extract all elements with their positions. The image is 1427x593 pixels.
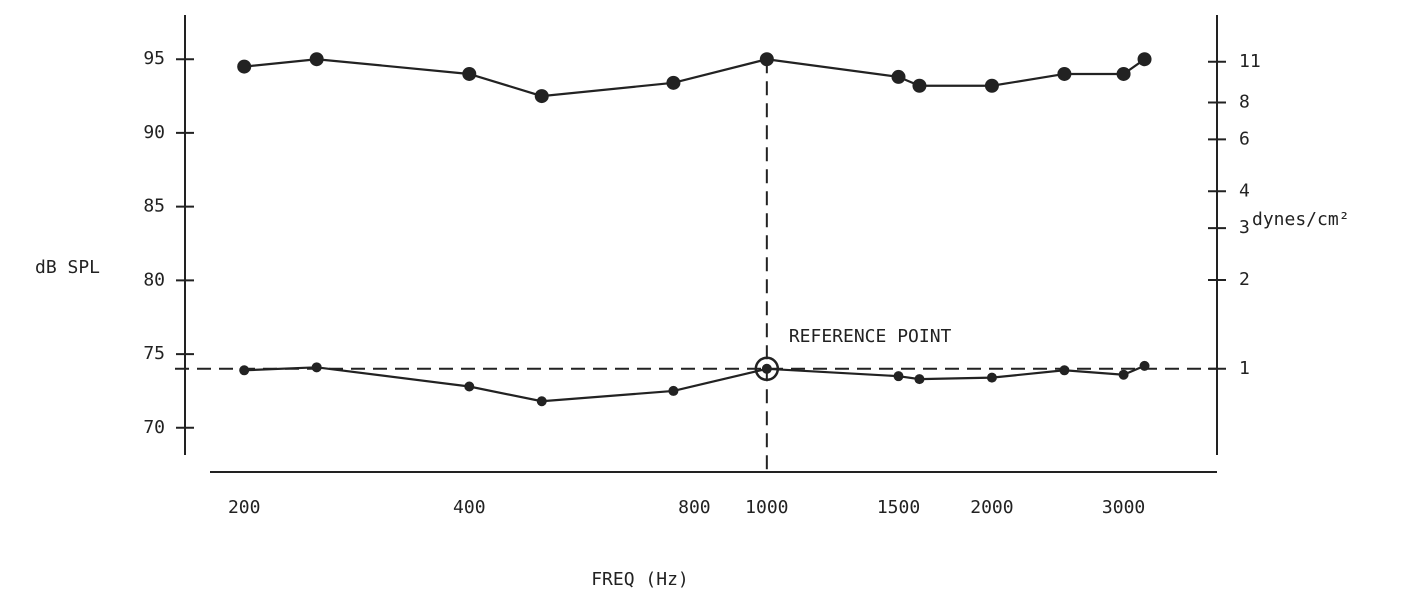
data-point [914,374,925,385]
data-point [536,396,547,407]
y-tick-label: 90 [143,122,165,143]
series-line [244,364,1145,403]
data-point [759,52,774,67]
x-tick-label: 3000 [1102,497,1145,518]
y2-tick-label: 6 [1239,128,1250,149]
data-point [912,78,927,93]
data-point [462,66,477,81]
y-tick-label: 80 [143,269,165,290]
y2-tick-label: 2 [1239,269,1250,290]
data-point [1137,52,1152,67]
y2-tick-label: 11 [1239,51,1261,72]
data-point [1057,66,1072,81]
x-tick-label: 800 [678,497,711,518]
data-point [668,385,679,396]
data-point [1118,369,1129,380]
data-point [666,75,681,90]
data-point [1059,365,1070,376]
y-tick-label: 85 [143,196,165,217]
y2-tick-label: 3 [1239,217,1250,238]
x-tick-label: 1000 [745,497,788,518]
y-tick-label: 70 [143,417,165,438]
data-point [239,365,250,376]
x-tick-label: 1500 [877,497,920,518]
x-axis-label: FREQ (Hz) [591,569,689,590]
y2-tick-label: 8 [1239,92,1250,113]
data-point [891,69,906,84]
data-point [534,89,549,104]
y-tick-label: 75 [143,343,165,364]
data-point [986,372,997,383]
data-point [984,78,999,93]
y-axis-label: dB SPL [35,257,100,278]
x-tick-label: 200 [228,497,261,518]
y-tick-label: 95 [143,48,165,69]
data-point [893,371,904,382]
data-point [237,59,252,74]
data-point [464,381,475,392]
y2-axis-label: dynes/cm² [1252,209,1350,230]
x-tick-label: 2000 [970,497,1013,518]
data-point [309,52,324,67]
y2-tick-label: 4 [1239,180,1250,201]
data-point [761,363,772,374]
data-point [1116,66,1131,81]
x-tick-label: 400 [453,497,486,518]
reference-label: REFERENCE POINT [789,326,952,347]
data-point [1139,360,1150,371]
data-point [311,362,322,373]
series-line [244,58,1146,98]
y2-tick-label: 1 [1239,358,1250,379]
